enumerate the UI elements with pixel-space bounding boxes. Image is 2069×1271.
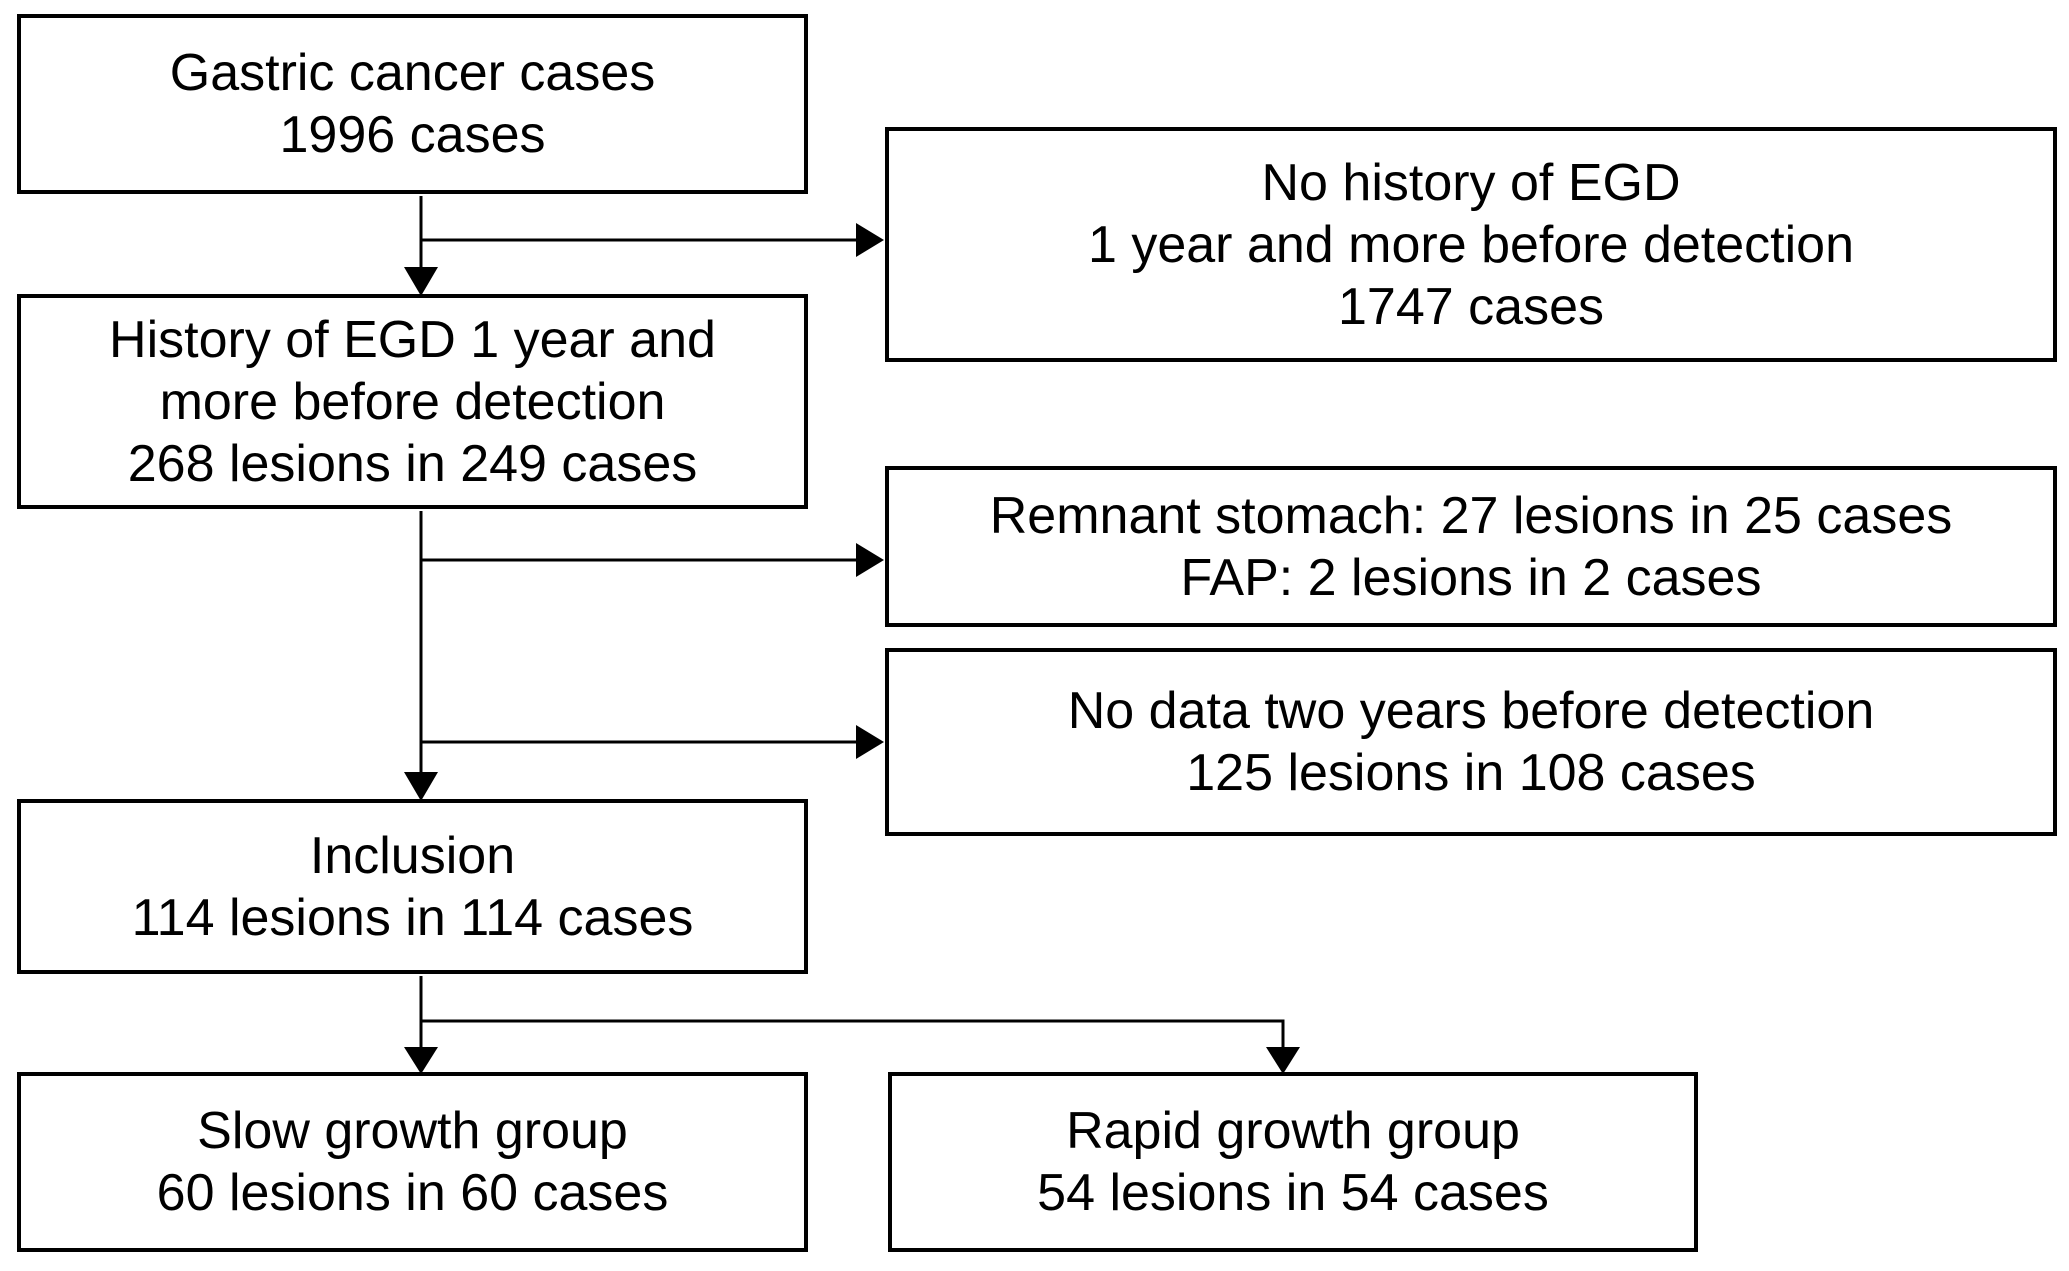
box-text-line: 125 lesions in 108 cases: [1186, 744, 1756, 802]
box-text-line: Rapid growth group: [1066, 1102, 1520, 1160]
box-history-of-egd: History of EGD 1 year and more before de…: [17, 294, 808, 509]
box-remnant-stomach-fap: Remnant stomach: 27 lesions in 25 cases …: [885, 466, 2057, 627]
box-no-data-two-years: No data two years before detection 125 l…: [885, 648, 2057, 836]
arrowhead-down: [404, 772, 438, 801]
connector-inclusion-to-rapid: [421, 1019, 1300, 1074]
box-text-line: 114 lesions in 114 cases: [131, 888, 694, 947]
box-text-line: 1996 cases: [279, 106, 546, 164]
box-text-line: Inclusion: [309, 826, 516, 885]
box-slow-growth-group: Slow growth group 60 lesions in 60 cases: [17, 1072, 808, 1252]
box-text-line: 60 lesions in 60 cases: [156, 1164, 669, 1222]
arrowhead-down: [404, 267, 438, 296]
box-text-line: Gastric cancer cases: [169, 44, 656, 102]
box-text-line: History of EGD 1 year and: [109, 310, 716, 369]
box-text-line: No history of EGD: [1261, 153, 1681, 212]
box-text-line: 1747 cases: [1338, 277, 1604, 336]
box-rapid-growth-group: Rapid growth group 54 lesions in 54 case…: [888, 1072, 1698, 1252]
box-inclusion: Inclusion 114 lesions in 114 cases: [17, 799, 808, 974]
connector-gastric-to-history: [404, 196, 438, 296]
box-text-line: more before detection: [159, 372, 666, 431]
box-text-line: 1 year and more before detection: [1087, 215, 1855, 274]
arrowhead-down: [1266, 1047, 1300, 1074]
connector-gastric-to-no-history: [421, 223, 884, 257]
box-text-line: 54 lesions in 54 cases: [1037, 1164, 1549, 1222]
box-text-line: No data two years before detection: [1067, 682, 1875, 740]
connector-line: [421, 1019, 1285, 1048]
box-no-history-of-egd: No history of EGD 1 year and more before…: [885, 127, 2057, 362]
arrowhead-down: [404, 1047, 438, 1074]
arrowhead-right: [856, 543, 884, 577]
connector-history-to-remnant: [421, 543, 884, 577]
box-text-line: Remnant stomach: 27 lesions in 25 cases: [989, 486, 1953, 545]
connector-history-to-inclusion: [404, 511, 438, 801]
connector-inclusion-to-slow: [404, 976, 438, 1074]
box-text-line: Slow growth group: [197, 1102, 628, 1160]
box-text-line: 268 lesions in 249 cases: [127, 434, 698, 493]
arrowhead-right: [856, 725, 884, 759]
box-text-line: FAP: 2 lesions in 2 cases: [1180, 548, 1762, 607]
arrowhead-right: [856, 223, 884, 257]
connector-history-to-no-data: [421, 725, 884, 759]
box-gastric-cancer-cases: Gastric cancer cases 1996 cases: [17, 14, 808, 194]
